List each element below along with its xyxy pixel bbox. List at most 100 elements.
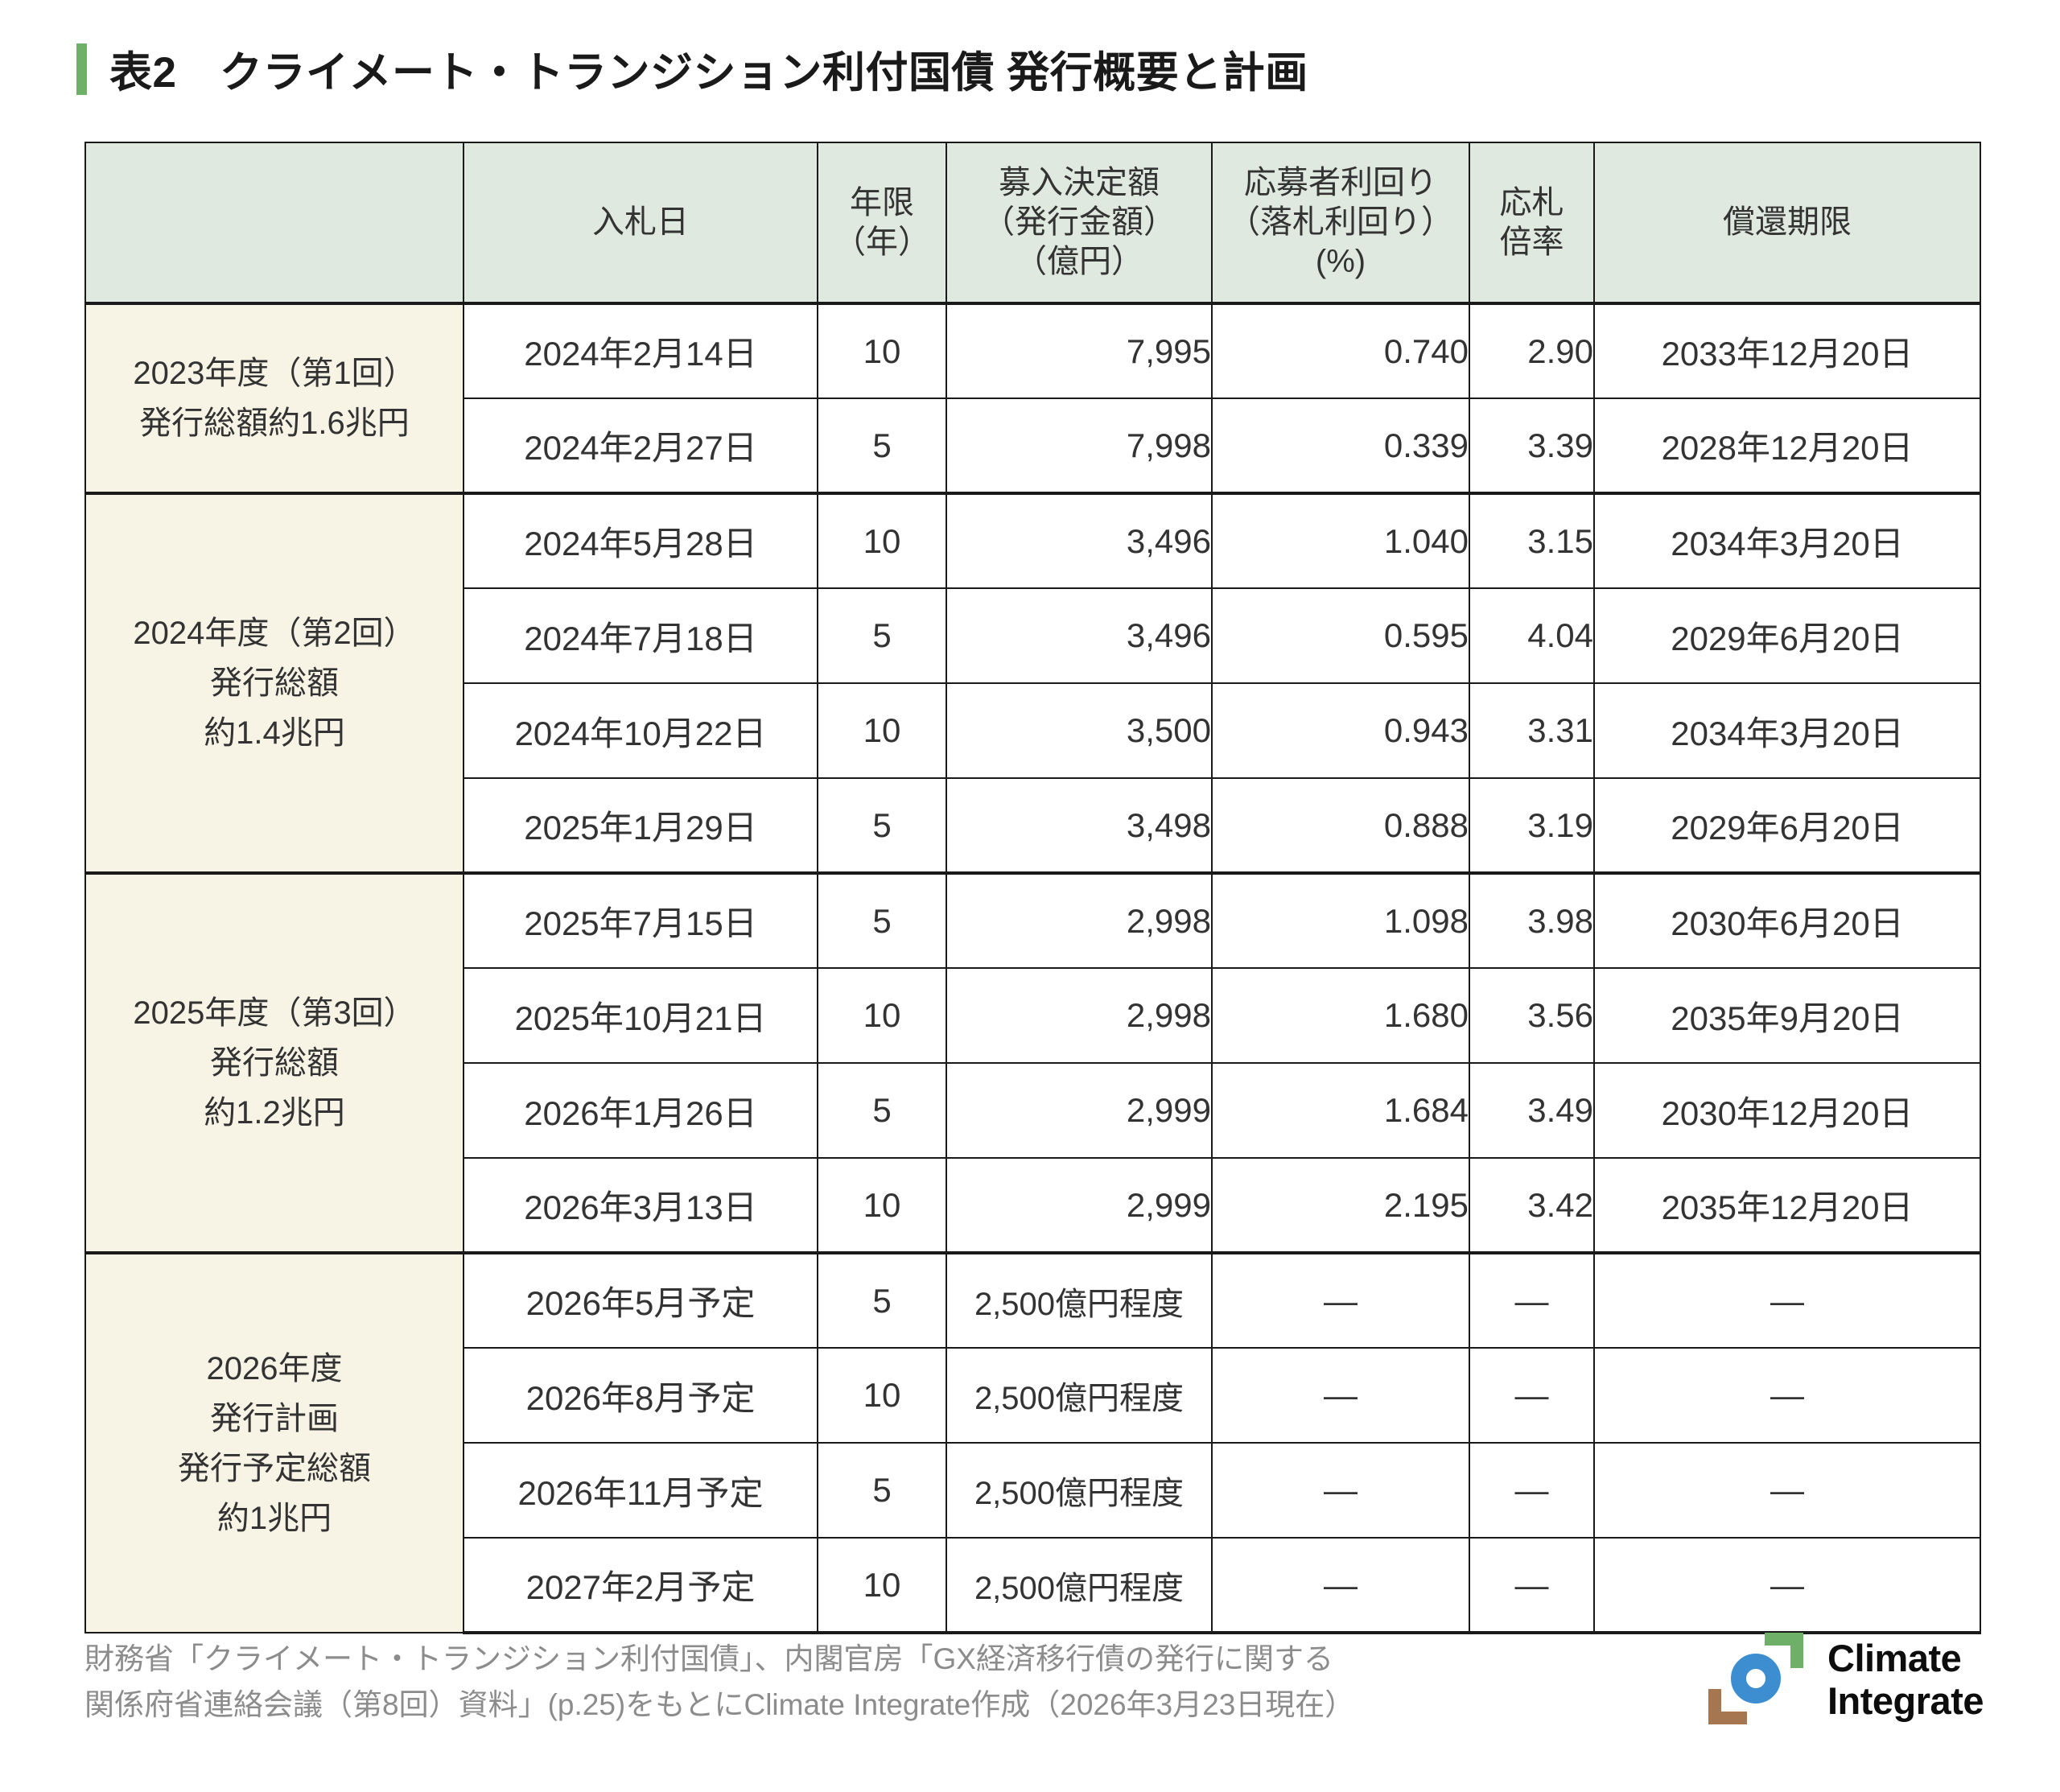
amount-cell: 2,500億円程度 — [946, 1347, 1213, 1444]
term-years-cell: 5 — [817, 777, 947, 874]
empty-dash-cell: — — [1593, 1442, 1981, 1539]
term-years-cell: 10 — [817, 1537, 947, 1634]
amount-cell: 3,498 — [946, 777, 1213, 874]
group-label-line: 2023年度（第1回） — [133, 356, 416, 391]
empty-dash-cell: — — [1469, 1347, 1595, 1444]
maturity-cell: 2029年6月20日 — [1593, 587, 1981, 684]
yield-cell: 1.098 — [1211, 871, 1470, 969]
yield-cell: 0.888 — [1211, 777, 1470, 874]
auction-date-cell: 2027年2月予定 — [463, 1537, 818, 1634]
table-row: 2026年8月予定 10 2,500億円程度 — — — — [85, 1347, 1981, 1444]
maturity-cell: 2035年12月20日 — [1593, 1157, 1981, 1254]
table-row: 2026年3月13日 10 2,999 2.195 3.42 2035年12月20日 — [85, 1157, 1981, 1254]
amount-cell: 2,998 — [946, 871, 1213, 969]
term-years-cell: 5 — [817, 1062, 947, 1159]
term-years-cell: 5 — [817, 1442, 947, 1539]
auction-date-cell: 2026年11月予定 — [463, 1442, 818, 1539]
bid-ratio-cell: 3.19 — [1469, 777, 1595, 874]
table-row: 2024年度（第2回） 発行総額 約1.4兆円 2024年5月28日 10 3,496 1.… — [84, 492, 1981, 874]
amount-cell: 2,999 — [946, 1157, 1213, 1254]
amount-cell: 2,999 — [946, 1062, 1213, 1159]
term-years-cell: 5 — [817, 1251, 947, 1349]
maturity-cell: 2033年12月20日 — [1593, 302, 1981, 399]
term-years-cell: 5 — [817, 398, 947, 494]
header-amount-line2: （発行金額） — [983, 204, 1176, 241]
source-note: 財務省「クライメート・トランジション利付国債」、内閣官房「GX経済移行債の発行に… — [84, 1636, 1354, 1728]
table-body: 2023年度（第1回） 発行総額約1.6兆円 2024年2月14日 10 7,995 0.… — [84, 302, 1981, 1634]
yield-cell: 0.339 — [1211, 398, 1470, 494]
auction-date-cell: 2026年3月13日 — [463, 1157, 818, 1254]
header-bid-ratio: 応札 倍率 — [1469, 142, 1595, 304]
group-label-line: 約1兆円 — [216, 1500, 332, 1536]
logo-line-1: Climate — [1827, 1637, 1962, 1680]
table-row: 2024年2月27日 5 7,998 0.339 3.39 2028年12月20日 — [85, 398, 1981, 494]
auction-date-cell: 2026年8月予定 — [463, 1347, 818, 1444]
logo-wordmark: Climate Integrate — [1827, 1638, 1984, 1722]
header-auction-date: 入札日 — [463, 142, 818, 304]
bond-issuance-table: 入札日 年限 （年） 募入決定額 （発行金額） （億円） 応募者利回り （落札利… — [84, 142, 1981, 1634]
auction-date-cell: 2025年1月29日 — [463, 777, 818, 874]
table-row: 2024年10月22日 10 3,500 0.943 3.31 2034年3月20日 — [85, 682, 1981, 779]
empty-dash-cell: — — [1211, 1537, 1470, 1634]
auction-date-cell: 2024年5月28日 — [463, 492, 818, 589]
group-label-line: 約1.4兆円 — [204, 715, 345, 751]
auction-date-cell: 2024年7月18日 — [463, 587, 818, 684]
term-years-cell: 10 — [817, 1347, 947, 1444]
yield-cell: 1.680 — [1211, 967, 1470, 1064]
bid-ratio-cell: 3.42 — [1469, 1157, 1595, 1254]
yield-cell: 2.195 — [1211, 1157, 1470, 1254]
header-amount-line1: 募入決定額 — [999, 165, 1160, 201]
yield-cell: 1.040 — [1211, 492, 1470, 589]
empty-dash-cell: — — [1593, 1537, 1981, 1634]
title-accent-bar — [76, 43, 87, 95]
auction-date-cell: 2025年7月15日 — [463, 871, 818, 969]
table-row: 2026年11月予定 5 2,500億円程度 — — — — [85, 1442, 1981, 1539]
header-term: 年限 （年） — [817, 142, 947, 304]
table-row: 2023年度（第1回） 発行総額約1.6兆円 2024年2月14日 10 7,995 0.… — [84, 302, 1981, 494]
group-label-cell: 2023年度（第1回） 発行総額約1.6兆円 — [84, 302, 464, 494]
auction-date-cell: 2024年10月22日 — [463, 682, 818, 779]
amount-cell: 3,496 — [946, 587, 1213, 684]
group-label-cell: 2025年度（第3回） 発行総額 約1.2兆円 — [84, 871, 464, 1254]
maturity-cell: 2030年12月20日 — [1593, 1062, 1981, 1159]
amount-cell: 2,500億円程度 — [946, 1537, 1213, 1634]
amount-cell: 2,998 — [946, 967, 1213, 1064]
bid-ratio-cell: 4.04 — [1469, 587, 1595, 684]
header-yield-line2: （落札利回り） — [1228, 204, 1453, 241]
table-row: 2025年度（第3回） 発行総額 約1.2兆円 2025年7月15日 5 2,998 1.0… — [84, 871, 1981, 1254]
auction-date-cell: 2026年1月26日 — [463, 1062, 818, 1159]
table-row: 2027年2月予定 10 2,500億円程度 — — — — [85, 1537, 1981, 1634]
table-row: 2024年7月18日 5 3,496 0.595 4.04 2029年6月20日 — [85, 587, 1981, 684]
table-row: 2025年1月29日 5 3,498 0.888 3.19 2029年6月20日 — [85, 777, 1981, 874]
table-row: 2026年1月26日 5 2,999 1.684 3.49 2030年12月20日 — [85, 1062, 1981, 1159]
climate-integrate-logo: Climate Integrate — [1708, 1633, 1984, 1728]
header-amount: 募入決定額 （発行金額） （億円） — [946, 142, 1213, 304]
yield-cell: 0.740 — [1211, 302, 1470, 399]
maturity-cell: 2029年6月20日 — [1593, 777, 1981, 874]
yield-cell: 0.943 — [1211, 682, 1470, 779]
group-label-line: 発行総額 — [210, 665, 339, 701]
empty-dash-cell: — — [1593, 1347, 1981, 1444]
header-maturity: 償還期限 — [1593, 142, 1981, 304]
auction-date-cell: 2024年2月27日 — [463, 398, 818, 494]
bid-ratio-cell: 2.90 — [1469, 302, 1595, 399]
group-label-line: 約1.2兆円 — [204, 1095, 345, 1131]
bid-ratio-cell: 3.56 — [1469, 967, 1595, 1064]
logo-green-bracket-icon — [1765, 1633, 1803, 1668]
amount-cell: 3,496 — [946, 492, 1213, 589]
table-header: 入札日 年限 （年） 募入決定額 （発行金額） （億円） 応募者利回り （落札利… — [84, 142, 1981, 304]
logo-blue-circle-icon — [1731, 1654, 1781, 1703]
bid-ratio-cell: 3.31 — [1469, 682, 1595, 779]
auction-date-cell: 2025年10月21日 — [463, 967, 818, 1064]
header-group — [84, 142, 464, 304]
group-label-line: 2026年度 — [206, 1350, 343, 1386]
term-years-cell: 10 — [817, 1157, 947, 1254]
amount-cell: 2,500億円程度 — [946, 1251, 1213, 1349]
header-ratio-line2: 倍率 — [1499, 224, 1564, 260]
amount-cell: 2,500億円程度 — [946, 1442, 1213, 1539]
amount-cell: 7,995 — [946, 302, 1213, 399]
amount-cell: 3,500 — [946, 682, 1213, 779]
header-ratio-line1: 応札 — [1499, 184, 1564, 220]
table-row: 2025年10月21日 10 2,998 1.680 3.56 2035年9月20日 — [85, 967, 1981, 1064]
header-yield: 応募者利回り （落札利回り） (%) — [1211, 142, 1470, 304]
